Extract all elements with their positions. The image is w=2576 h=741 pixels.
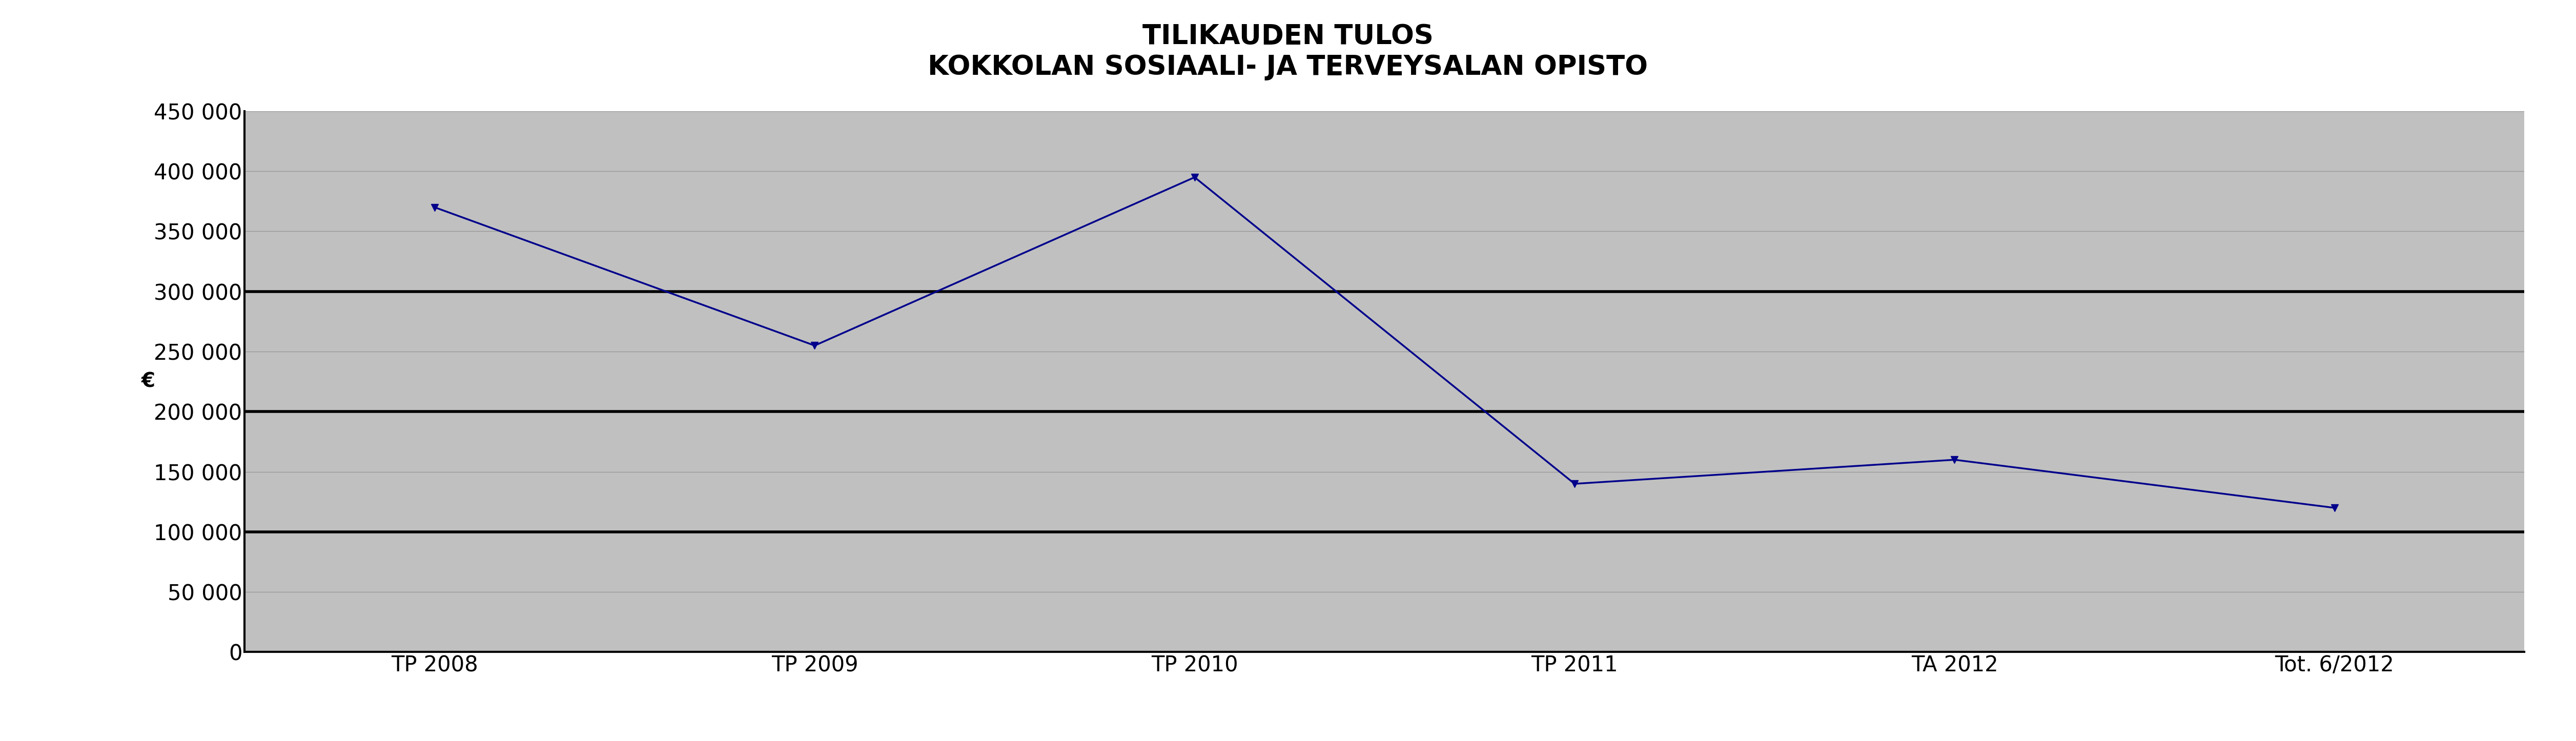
Text: TILIKAUDEN TULOS
KOKKOLAN SOSIAALI- JA TERVEYSALAN OPISTO: TILIKAUDEN TULOS KOKKOLAN SOSIAALI- JA T…: [927, 23, 1649, 81]
Y-axis label: €: €: [142, 372, 155, 391]
